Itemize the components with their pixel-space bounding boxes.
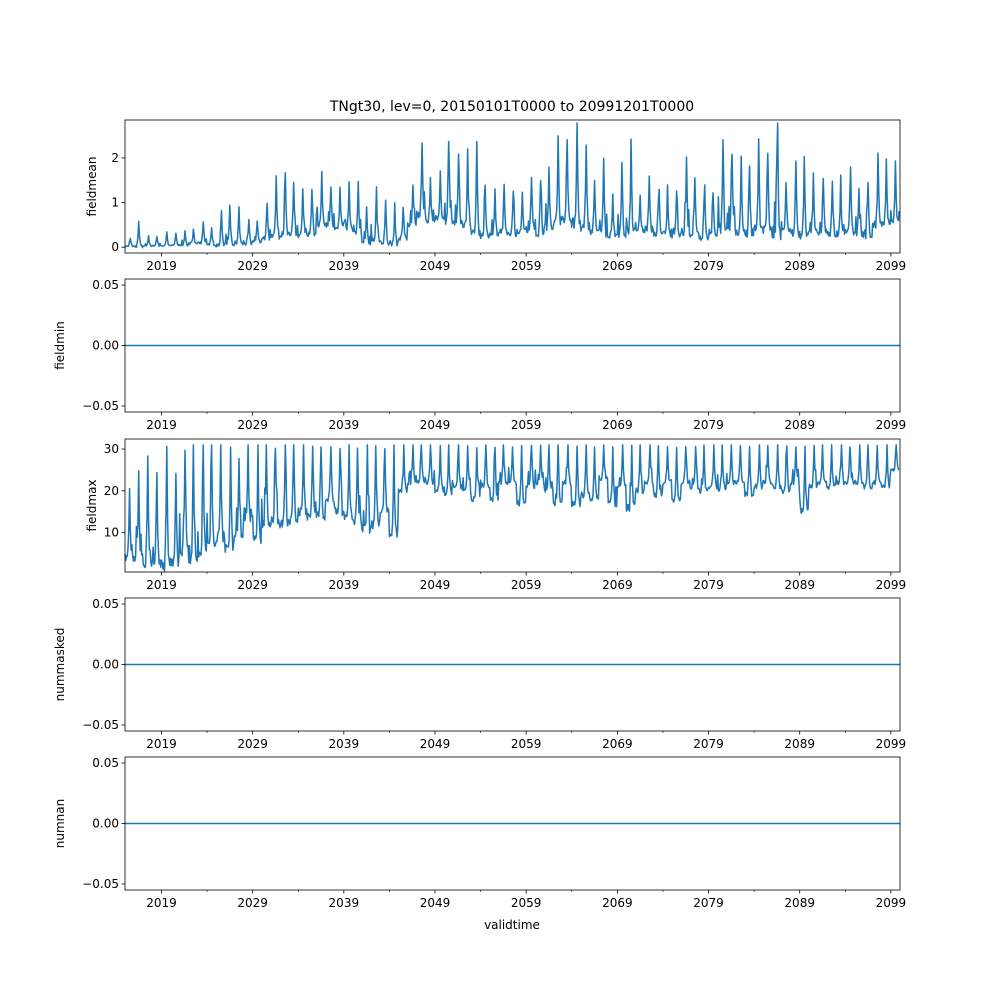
x-tick-label: 2059: [511, 259, 542, 273]
y-tick-label: −0.05: [82, 877, 119, 891]
x-tick-label: 2029: [237, 259, 268, 273]
panel-fieldmean: fieldmean 0 1 2 2019 2029 2039 2049 2059 2069 2079…: [85, 119, 907, 273]
x-tick-label: 2049: [420, 259, 451, 273]
x-tick-label: 2069: [602, 259, 633, 273]
x-tick-label: 2019: [146, 259, 177, 273]
x-tick-label: 2029: [237, 578, 268, 592]
x-tick-label: 2029: [237, 737, 268, 751]
panel-numnan: numnan 0.05 0.00 −0.05 2019 2029 2039 2049 2059 2…: [53, 756, 906, 910]
figure-title: TNgt30, lev=0, 20150101T0000 to 20991201…: [329, 99, 694, 115]
x-tick-label: 2019: [146, 896, 177, 910]
series-line-fieldmean: [124, 122, 900, 249]
x-tick-label: 2029: [237, 418, 268, 432]
x-tick-label: 2099: [876, 259, 907, 273]
y-axis-label: fieldmax: [85, 479, 99, 531]
x-tick-label: 2039: [329, 259, 360, 273]
panel-fieldmin: fieldmin 0.05 0.00 −0.05 2019 2029 2039 2049 205…: [53, 278, 906, 432]
x-tick-label: 2069: [602, 737, 633, 751]
x-tick-label: 2099: [876, 418, 907, 432]
y-tick-label: 10: [104, 526, 119, 540]
x-tick-label: 2099: [876, 578, 907, 592]
x-tick-label: 2089: [784, 578, 815, 592]
y-tick-label: 0: [111, 240, 119, 254]
x-tick-label: 2069: [602, 418, 633, 432]
x-tick-label: 2089: [784, 418, 815, 432]
x-tick-label: 2089: [784, 896, 815, 910]
x-tick-label: 2059: [511, 578, 542, 592]
x-tick-label: 2029: [237, 896, 268, 910]
y-tick-label: 0.05: [92, 597, 119, 611]
y-axis-label: fieldmin: [53, 321, 67, 370]
x-tick-label: 2049: [420, 578, 451, 592]
panel-fieldmax: fieldmax 10 20 30 2019 2029 2039 2049 2059 2069 20…: [85, 438, 907, 592]
x-axis-label: validtime: [484, 918, 540, 932]
x-tick-label: 2049: [420, 896, 451, 910]
y-tick-label: 30: [104, 442, 119, 456]
y-axis-label: numnan: [53, 799, 67, 848]
x-tick-label: 2079: [693, 737, 724, 751]
y-tick-label: 0.05: [92, 278, 119, 292]
x-tick-label: 2089: [784, 737, 815, 751]
x-tick-label: 2059: [511, 896, 542, 910]
x-tick-label: 2079: [693, 259, 724, 273]
y-axis-label: nummasked: [53, 628, 67, 702]
y-tick-label: 20: [104, 484, 119, 498]
x-tick-label: 2049: [420, 737, 451, 751]
x-tick-label: 2079: [693, 578, 724, 592]
x-tick-label: 2039: [329, 737, 360, 751]
y-tick-label: −0.05: [82, 718, 119, 732]
y-tick-label: −0.05: [82, 399, 119, 413]
x-tick-label: 2079: [693, 418, 724, 432]
x-tick-label: 2079: [693, 896, 724, 910]
y-tick-label: 0.00: [92, 817, 119, 831]
x-tick-label: 2039: [329, 418, 360, 432]
series-line-fieldmax: [124, 444, 900, 572]
x-tick-label: 2019: [146, 418, 177, 432]
y-tick-label: 0.00: [92, 658, 119, 672]
x-tick-label: 2049: [420, 418, 451, 432]
axes-frame: [124, 119, 901, 254]
x-tick-label: 2059: [511, 737, 542, 751]
x-tick-label: 2019: [146, 578, 177, 592]
x-tick-label: 2099: [876, 737, 907, 751]
x-tick-label: 2039: [329, 896, 360, 910]
y-tick-label: 1: [111, 196, 119, 210]
y-tick-label: 2: [111, 151, 119, 165]
x-tick-label: 2069: [602, 578, 633, 592]
x-tick-label: 2039: [329, 578, 360, 592]
x-tick-label: 2099: [876, 896, 907, 910]
y-tick-label: 0.00: [92, 339, 119, 353]
x-tick-label: 2069: [602, 896, 633, 910]
panel-nummasked: nummasked 0.05 0.00 −0.05 2019 2029 2039 2049 20…: [53, 597, 906, 751]
x-tick-label: 2089: [784, 259, 815, 273]
y-axis-label: fieldmean: [85, 157, 99, 217]
x-tick-label: 2019: [146, 737, 177, 751]
axes-frame: [124, 438, 901, 573]
y-tick-label: 0.05: [92, 756, 119, 770]
x-tick-label: 2059: [511, 418, 542, 432]
